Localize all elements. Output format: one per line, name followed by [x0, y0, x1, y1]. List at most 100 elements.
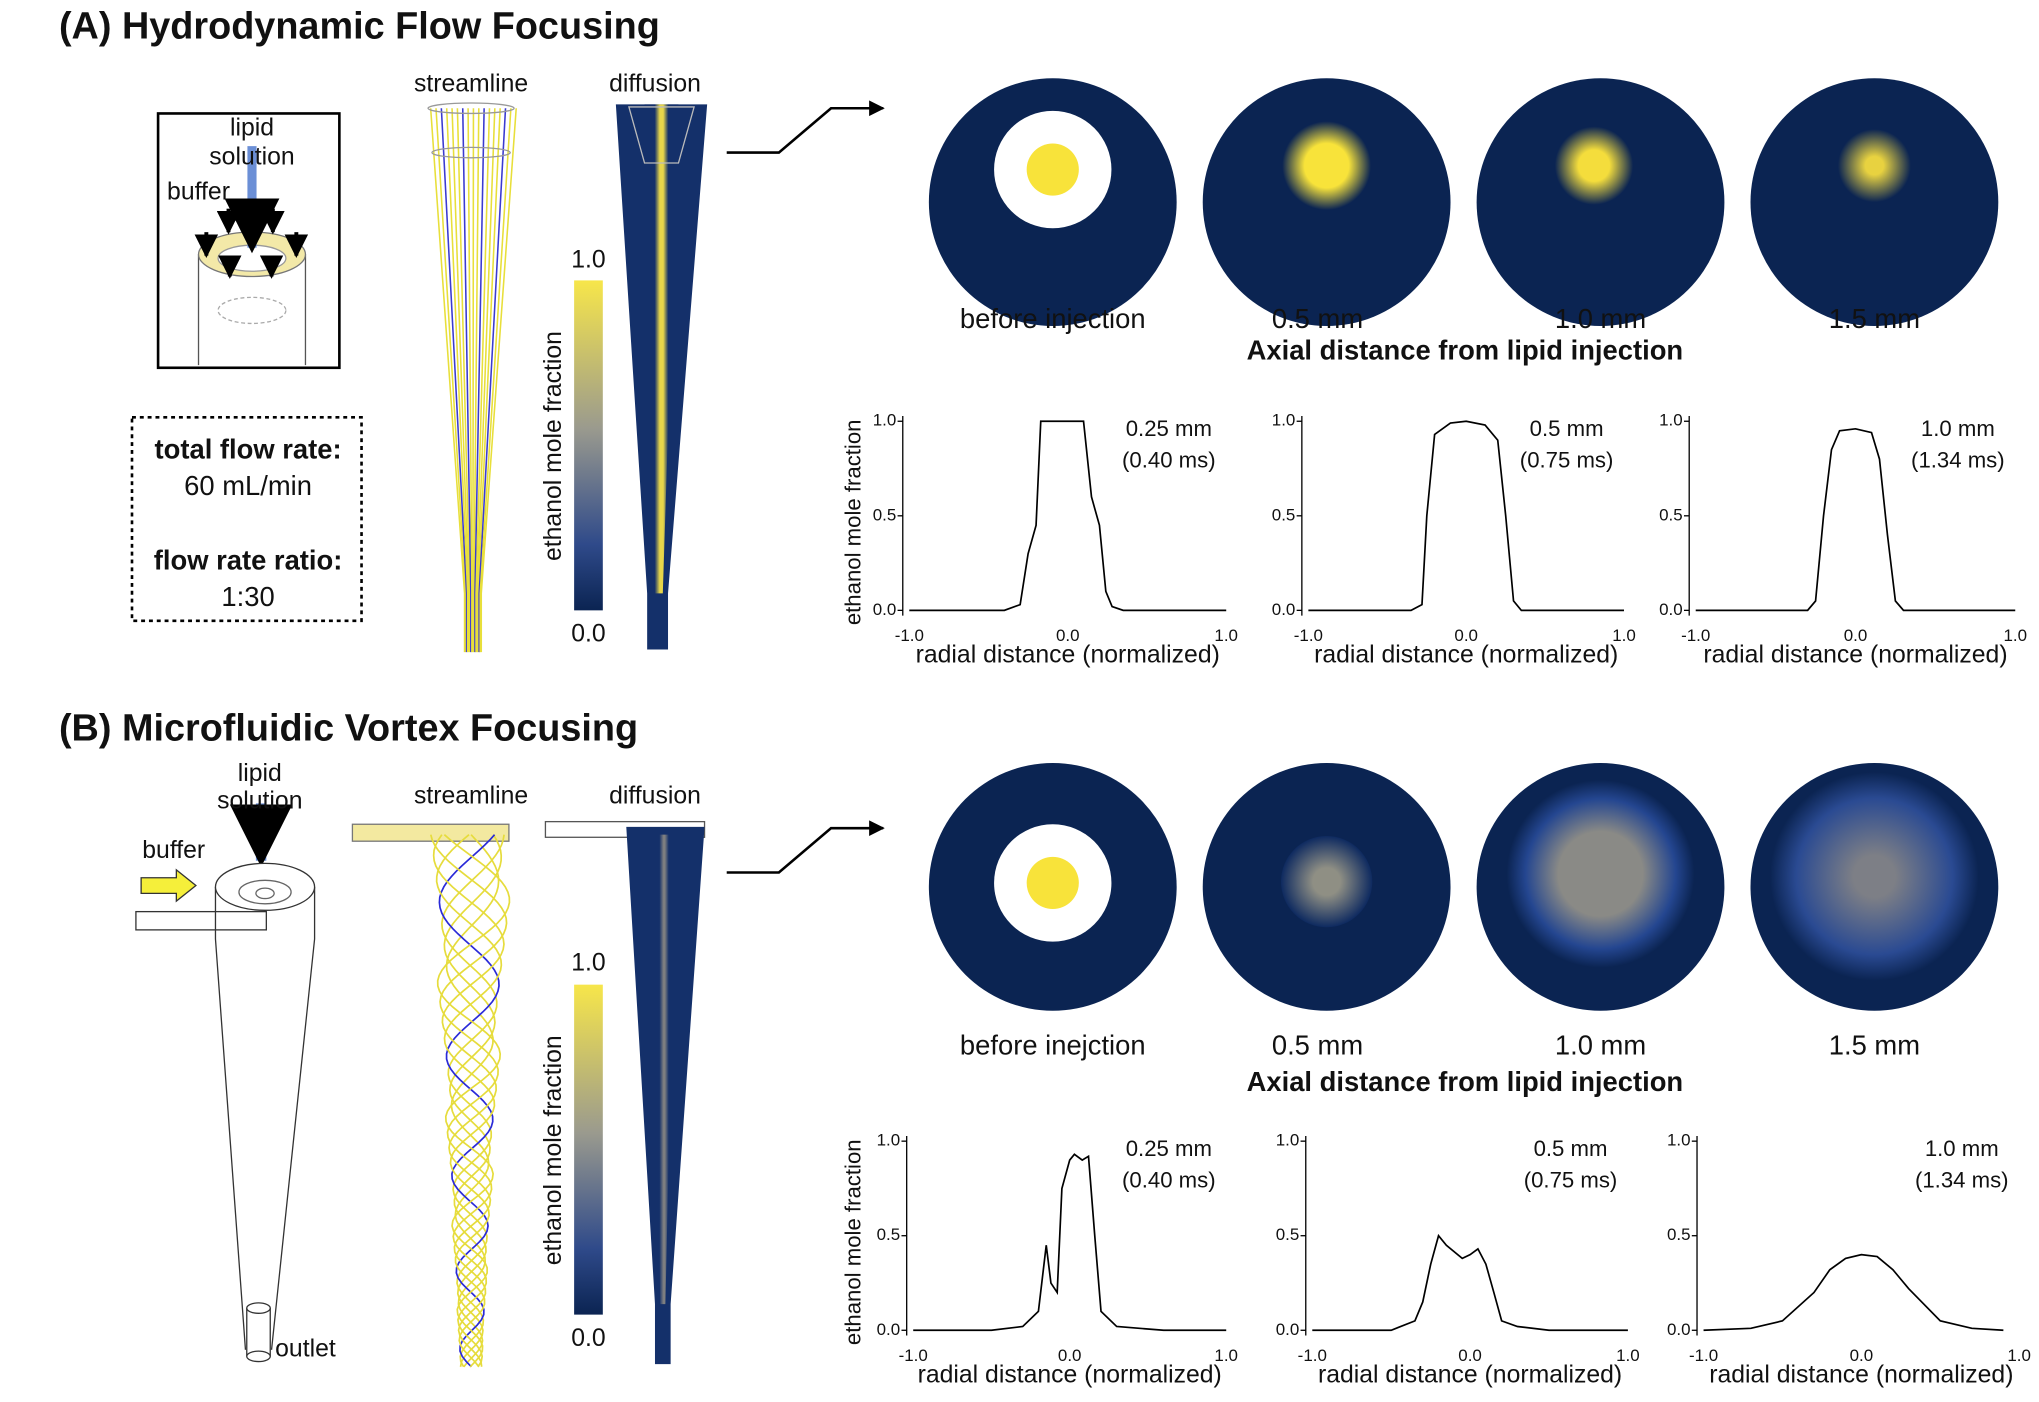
diffusion-label: diffusion	[609, 70, 701, 97]
annotation: (1.34 ms)	[1911, 448, 2005, 473]
data-line	[913, 1153, 1227, 1332]
streamline	[477, 108, 501, 653]
outlet-label: outlet	[275, 1335, 336, 1362]
x-tick-label: 0.0	[1056, 626, 1080, 645]
streamline	[443, 834, 503, 1367]
colorbar-label: 0.0	[571, 621, 605, 648]
annotation: (0.75 ms)	[1524, 1167, 1618, 1192]
x-axis-label: radial distance (normalized)	[1318, 1361, 1622, 1388]
x-axis-label: radial distance (normalized)	[1703, 642, 2007, 669]
colorbar-label: 0.0	[571, 1325, 605, 1352]
buffer-label: buffer	[167, 179, 230, 206]
x-axis-label: radial distance (normalized)	[916, 642, 1220, 669]
streamline	[445, 834, 500, 1368]
y-tick-label: 0.5	[1276, 1225, 1300, 1244]
streamline	[473, 108, 480, 653]
lipid-label: solution	[209, 143, 294, 170]
buffer-label: buffer	[142, 837, 205, 864]
x-tick-label: 0.0	[1454, 626, 1478, 645]
condition-text: 60 mL/min	[184, 470, 312, 501]
colorbar-title: ethanol mole fraction	[540, 331, 567, 561]
x-tick-label: -1.0	[899, 1346, 928, 1365]
annotation: 1.0 mm	[1925, 1136, 1999, 1161]
annotation: (0.40 ms)	[1122, 448, 1216, 473]
y-tick-label: 0.5	[1667, 1225, 1691, 1244]
y-tick-label: 0.0	[1667, 1320, 1691, 1339]
y-tick-label: 0.5	[877, 1225, 901, 1244]
streamline	[472, 108, 475, 653]
streamline-label: streamline	[414, 782, 528, 809]
cross-section-label: 0.5 mm	[1272, 303, 1363, 334]
y-tick-label: 1.0	[1659, 411, 1683, 430]
annotation: 0.5 mm	[1534, 1136, 1608, 1161]
condition-text: 1:30	[221, 581, 274, 612]
annotation: (0.40 ms)	[1122, 1167, 1216, 1192]
x-tick-label: 1.0	[1612, 626, 1636, 645]
data-line	[1312, 1233, 1628, 1332]
streamline	[435, 834, 503, 1368]
streamline	[445, 108, 469, 653]
lipid-label: lipid	[230, 115, 274, 142]
lipid-label: solution	[217, 788, 302, 815]
y-tick-label: 0.5	[873, 505, 897, 524]
diffusion-a	[615, 104, 708, 650]
x-tick-label: 0.0	[1458, 1346, 1482, 1365]
x-axis-label: radial distance (normalized)	[1314, 642, 1618, 669]
x-tick-label: -1.0	[1294, 626, 1323, 645]
streamline	[440, 108, 468, 653]
x-tick-label: 0.0	[1058, 1346, 1082, 1365]
x-tick-label: -1.0	[895, 626, 924, 645]
y-axis-label: ethanol mole fraction	[840, 1139, 865, 1345]
y-tick-label: 0.0	[1272, 600, 1296, 619]
y-tick-label: 0.0	[877, 1320, 901, 1339]
panel-title: (B) Microfluidic Vortex Focusing	[59, 707, 638, 749]
y-tick-label: 0.0	[1276, 1320, 1300, 1339]
y-tick-label: 0.0	[873, 600, 897, 619]
colorbar-label: 1.0	[571, 246, 605, 273]
annotation: 1.0 mm	[1921, 416, 1995, 441]
diffusion-label: diffusion	[609, 782, 701, 809]
streamline	[474, 108, 485, 653]
y-tick-label: 0.0	[1659, 600, 1683, 619]
colorbar-label: 1.0	[571, 949, 605, 976]
y-tick-label: 1.0	[873, 411, 897, 430]
y-axis-label: ethanol mole fraction	[840, 419, 865, 625]
inlet-ring	[427, 102, 515, 115]
inlet-ring	[431, 146, 511, 159]
x-axis-label: radial distance (normalized)	[918, 1361, 1222, 1388]
annotation: (0.75 ms)	[1520, 448, 1614, 473]
streamline	[435, 108, 467, 653]
y-tick-label: 0.5	[1659, 505, 1683, 524]
diffusion-b	[544, 820, 706, 1365]
streamline	[456, 108, 471, 653]
cross-section-label: 1.5 mm	[1829, 1029, 1920, 1060]
condition-text: total flow rate:	[155, 433, 342, 464]
streamline	[451, 108, 470, 653]
schematic-a	[130, 78, 1999, 653]
panel-title: (A) Hydrodynamic Flow Focusing	[59, 6, 660, 48]
streamline-label: streamline	[414, 70, 528, 97]
streamline	[475, 108, 491, 653]
x-tick-label: -1.0	[1681, 626, 1710, 645]
x-tick-label: 0.0	[1844, 626, 1868, 645]
cross-section-label: 1.5 mm	[1829, 303, 1920, 334]
x-tick-label: 1.0	[1616, 1346, 1640, 1365]
cross-section-label: before inejction	[960, 1029, 1146, 1060]
streamline	[438, 834, 500, 1368]
schematic-b	[135, 762, 1999, 1368]
annotation: 0.25 mm	[1126, 1136, 1212, 1161]
y-tick-label: 1.0	[1667, 1131, 1691, 1150]
x-tick-label: -1.0	[1298, 1346, 1327, 1365]
y-tick-label: 0.5	[1272, 505, 1296, 524]
x-tick-label: 1.0	[2007, 1346, 2031, 1365]
cross-section-label: before injection	[960, 303, 1146, 334]
streamline	[436, 834, 511, 1368]
streamline	[479, 108, 512, 653]
y-tick-label: 1.0	[1276, 1131, 1300, 1150]
data-line	[909, 420, 1227, 612]
data-line	[1308, 420, 1624, 612]
streamline	[467, 108, 473, 653]
data-line	[1703, 1253, 2004, 1332]
